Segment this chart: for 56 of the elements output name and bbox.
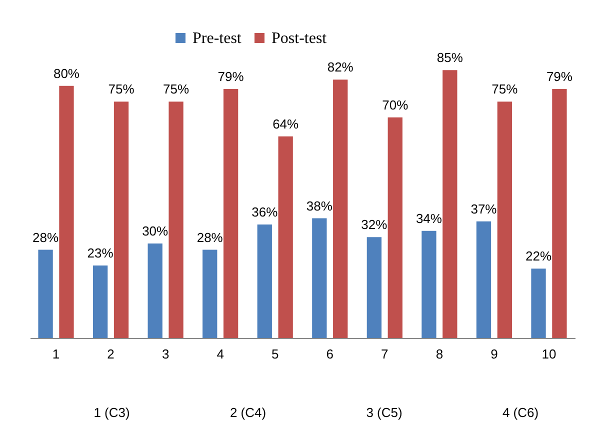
bar [497, 102, 512, 338]
bar [92, 266, 108, 338]
x-tick-label: 3 [162, 346, 170, 362]
data-label: 75% [108, 82, 135, 97]
data-label: 22% [525, 248, 552, 264]
x-tick-label: 9 [490, 346, 498, 362]
data-label: 82% [327, 60, 354, 75]
x-tick-label: 10 [542, 346, 556, 362]
data-label: 75% [492, 82, 518, 97]
x-tick-label: 2 [107, 346, 114, 362]
data-label: 28% [196, 230, 224, 245]
x-tick-label: 8 [436, 346, 444, 362]
data-label: 80% [53, 66, 80, 81]
text: 2 (C4) [230, 405, 266, 420]
bar [388, 117, 402, 338]
x-tick-label: 4 [216, 346, 224, 362]
bar [366, 237, 382, 338]
bar [223, 89, 238, 338]
bar [114, 102, 129, 338]
data-label: 34% [416, 210, 442, 226]
data-label: 85% [436, 50, 464, 66]
data-label: 38% [306, 198, 333, 214]
x-tick-label: 7 [381, 346, 388, 362]
bar [148, 243, 162, 338]
bar [312, 218, 327, 338]
bar [552, 89, 567, 338]
bar [59, 86, 74, 338]
data-label: 28% [32, 230, 59, 245]
data-label: 23% [87, 246, 114, 261]
data-label: 37% [470, 201, 498, 216]
x-tick-label: 6 [326, 346, 334, 362]
data-label: 79% [546, 69, 573, 84]
data-label: 70% [382, 97, 409, 112]
bar [422, 230, 436, 338]
bar [202, 250, 218, 338]
bar [442, 70, 458, 338]
x-tick-label: 1 [52, 346, 60, 362]
data-label: 36% [252, 204, 278, 220]
bar [278, 136, 293, 338]
data-label: 30% [142, 223, 169, 238]
bar [476, 221, 492, 338]
text: 1 (C3) [94, 405, 130, 420]
bar [38, 250, 53, 338]
bar [333, 80, 348, 338]
bar [168, 102, 184, 338]
data-label: 75% [163, 82, 190, 97]
text: 4 (C6) [502, 405, 539, 420]
data-label: 79% [218, 69, 244, 84]
text: 3 (C5) [366, 405, 402, 420]
bar [531, 268, 546, 338]
x-tick-label: 5 [271, 346, 279, 362]
bar [257, 224, 272, 338]
data-label: 32% [361, 217, 388, 232]
data-label: 64% [272, 116, 300, 132]
legend-label: Pre-test [192, 30, 242, 47]
legend-label: Post-test [272, 30, 328, 47]
